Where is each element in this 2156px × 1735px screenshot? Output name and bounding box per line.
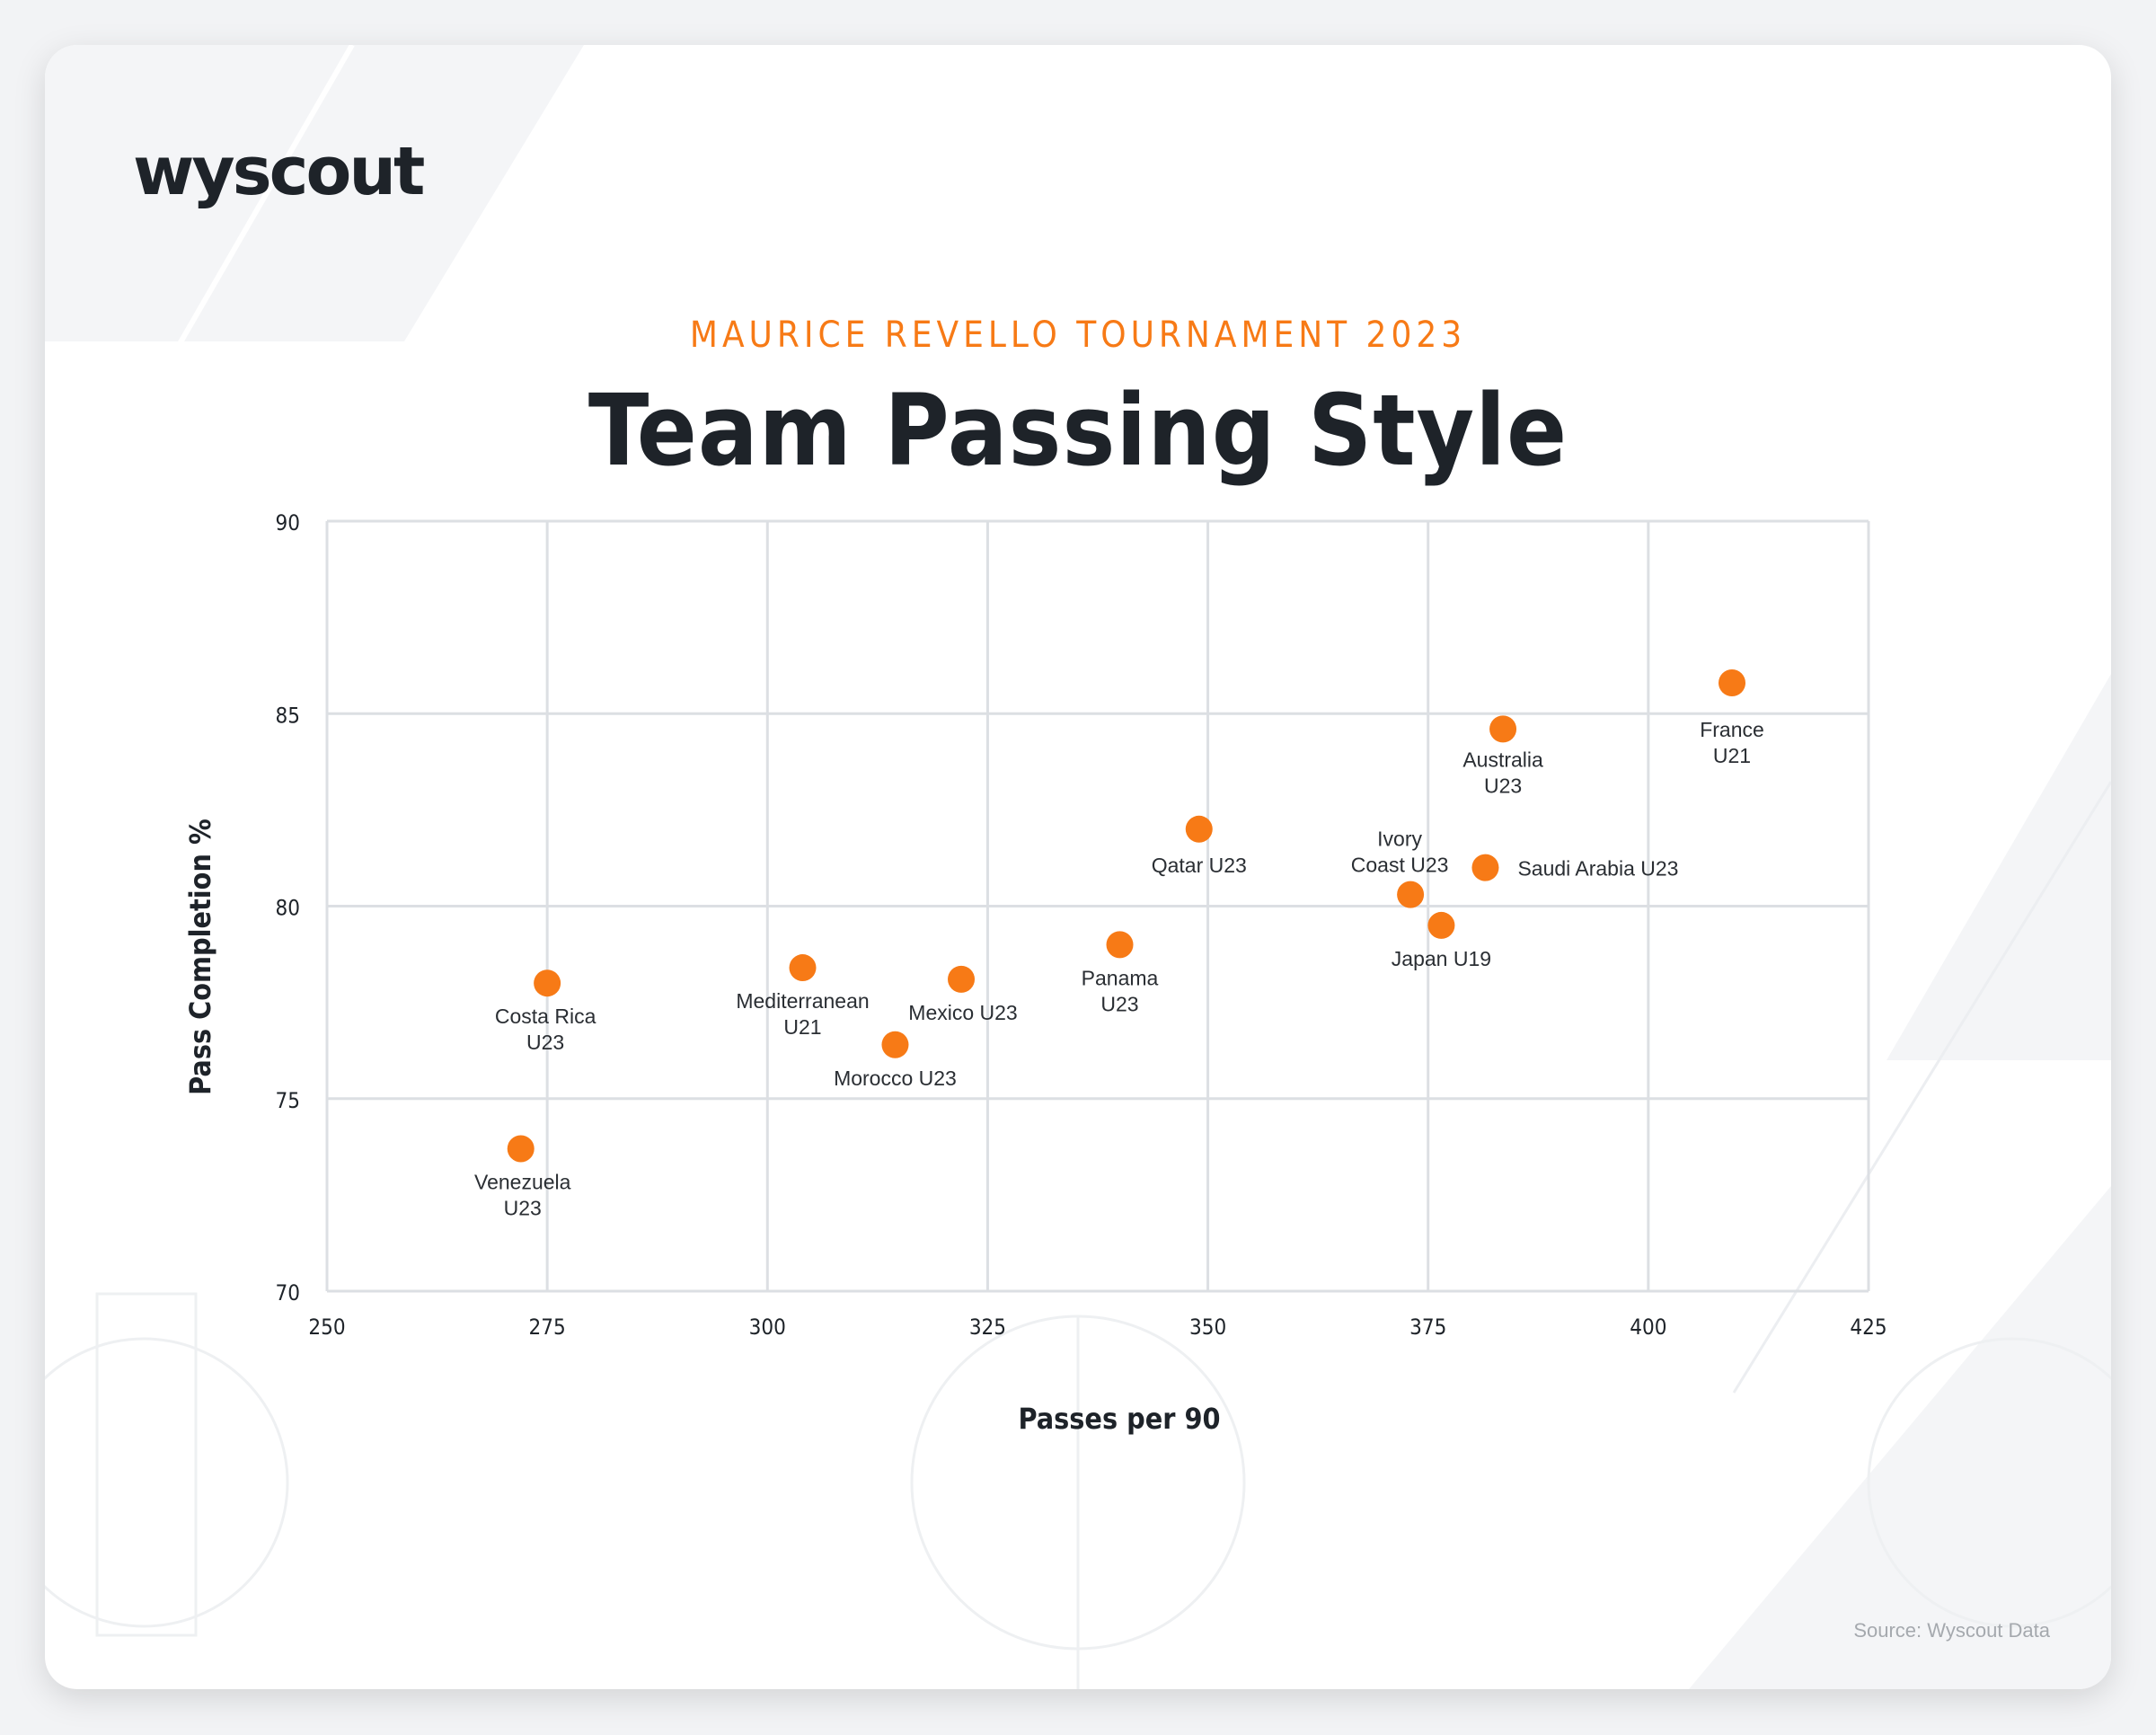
- y-tick-label: 90: [276, 510, 300, 536]
- x-axis-title: Passes per 90: [1018, 1402, 1220, 1436]
- point-label: Mexico U23: [908, 1001, 1017, 1024]
- scatter-point: [881, 1031, 909, 1058]
- scatter-point: [1427, 911, 1455, 939]
- scatter-point: [1106, 931, 1134, 959]
- chart-title: Team Passing Style: [588, 373, 1568, 488]
- point-label: Costa Rica U23: [495, 1005, 596, 1054]
- x-tick-label: 250: [308, 1315, 345, 1340]
- scatter-point: [1719, 668, 1746, 696]
- x-tick-label: 425: [1850, 1315, 1886, 1340]
- point-label: Venezuela U23: [474, 1170, 571, 1219]
- y-tick-label: 85: [276, 703, 300, 728]
- x-tick-label: 325: [969, 1315, 1006, 1340]
- point-label: Saudi Arabia U23: [1517, 857, 1678, 881]
- scatter-point: [789, 954, 817, 982]
- point-label: Japan U19: [1392, 947, 1491, 970]
- point-label: Mediterranean U21: [736, 989, 869, 1039]
- scatter-point: [534, 969, 561, 997]
- y-axis-ticks: 70 75 80 85 90: [276, 510, 300, 1306]
- point-label: Morocco U23: [834, 1067, 957, 1090]
- chart-card: wyscout MAURICE REVELLO TOURNAMENT 2023 …: [45, 45, 2111, 1689]
- scatter-point: [1397, 881, 1425, 908]
- scatter-point: [1471, 854, 1499, 881]
- point-label: France U21: [1700, 718, 1764, 767]
- x-tick-label: 275: [529, 1315, 566, 1340]
- data-points: [507, 668, 1746, 1163]
- chart-subtitle: MAURICE REVELLO TOURNAMENT 2023: [689, 314, 1467, 356]
- data-labels: France U21 Australia U23 Qatar U23 Saudi Arab…: [474, 718, 1764, 1219]
- source-note: Source: Wyscout Data: [1853, 1619, 2050, 1642]
- y-axis-title: Pass Completion %: [183, 819, 217, 1095]
- x-tick-label: 375: [1409, 1315, 1446, 1340]
- scatter-plot: 250 275 300 325 350 375 400 425 70 75 80 85 90 Fran…: [183, 510, 1887, 1436]
- grid-lines: [325, 519, 1870, 1293]
- point-label: Qatar U23: [1152, 854, 1247, 877]
- scatter-point: [1489, 715, 1517, 743]
- scatter-point: [507, 1135, 535, 1163]
- x-tick-label: 400: [1630, 1315, 1666, 1340]
- y-tick-label: 70: [276, 1280, 300, 1306]
- wyscout-logo: wyscout: [133, 133, 425, 210]
- background-decoration: [45, 45, 2111, 1689]
- point-label: Australia U23: [1462, 748, 1543, 797]
- y-tick-label: 80: [276, 896, 300, 921]
- x-tick-label: 350: [1189, 1315, 1226, 1340]
- point-label: Ivory Coast U23: [1351, 828, 1449, 877]
- scatter-point: [948, 965, 976, 993]
- y-tick-label: 75: [276, 1088, 300, 1113]
- x-axis-ticks: 250 275 300 325 350 375 400 425: [308, 1315, 1886, 1340]
- x-tick-label: 300: [749, 1315, 786, 1340]
- scatter-point: [1185, 815, 1213, 843]
- point-label: Panama U23: [1082, 966, 1159, 1015]
